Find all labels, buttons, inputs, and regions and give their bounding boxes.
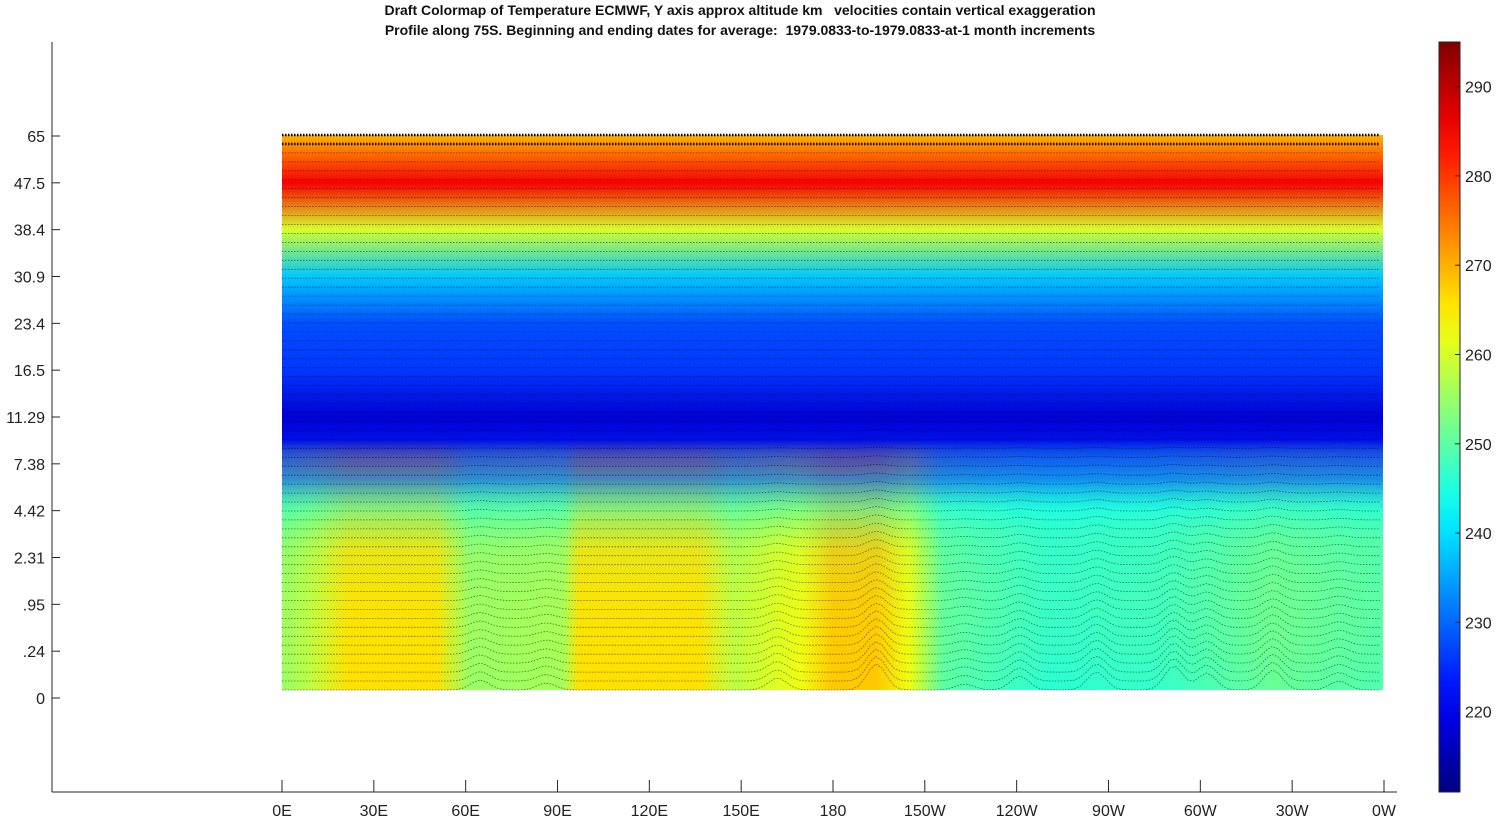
x-tick-label: 180 xyxy=(820,803,847,820)
colorbar-tick-label: 280 xyxy=(1465,169,1492,186)
vector-row xyxy=(282,530,1380,539)
x-tick-label: 120W xyxy=(996,803,1039,820)
x-tick-label: 30E xyxy=(360,803,388,820)
vector-row xyxy=(282,539,1380,548)
vector-row xyxy=(282,547,1380,557)
vector-row xyxy=(282,663,1380,691)
x-tick-label: 60E xyxy=(451,803,479,820)
vector-row xyxy=(282,648,1380,673)
colorbar-tick-label: 230 xyxy=(1465,615,1492,632)
y-tick-label: 30.9 xyxy=(14,270,45,287)
x-tick-label: 120E xyxy=(631,803,668,820)
y-tick-label: 0 xyxy=(36,691,45,708)
colorbar-tick-label: 220 xyxy=(1465,705,1492,722)
vector-row xyxy=(282,579,1380,592)
x-tick-label: 90W xyxy=(1092,803,1126,820)
x-tick-label: 150E xyxy=(722,803,759,820)
x-tick-label: 0E xyxy=(272,803,292,820)
vector-row xyxy=(282,522,1380,530)
vector-row xyxy=(282,480,1380,485)
x-tick-label: 0W xyxy=(1372,803,1397,820)
vector-row xyxy=(282,463,1380,467)
y-tick-label: 7.38 xyxy=(14,457,45,474)
vector-row xyxy=(282,656,1380,682)
x-tick-label: 90E xyxy=(543,803,571,820)
colorbar-tick-label: 240 xyxy=(1465,526,1492,543)
y-tick-label: 47.5 xyxy=(14,176,45,193)
vector-row xyxy=(282,571,1380,584)
vector-row xyxy=(282,497,1380,503)
colorbar-tick-label: 250 xyxy=(1465,437,1492,454)
colorbar-tick-label: 260 xyxy=(1465,348,1492,365)
vector-row xyxy=(282,472,1380,476)
chart-title-line-1: Draft Colormap of Temperature ECMWF, Y a… xyxy=(384,2,1096,18)
chart-title-line-2: Profile along 75S. Beginning and ending … xyxy=(384,22,1096,38)
vector-row xyxy=(282,618,1380,637)
colorbar-scale xyxy=(1438,41,1461,793)
x-axis-ticks: 0E 30E 60E 90E 120E 150E 180 150W 120W 90W 60W 30W 0… xyxy=(272,780,1397,820)
y-tick-label: 38.4 xyxy=(14,223,45,240)
vector-row xyxy=(282,610,1380,628)
x-tick-label: 60W xyxy=(1184,803,1218,820)
y-tick-label: 65 xyxy=(27,129,45,146)
vector-row xyxy=(282,587,1380,601)
vector-row xyxy=(282,446,1380,449)
colorbar-tick-label: 270 xyxy=(1465,258,1492,275)
vector-row xyxy=(282,429,1380,431)
colorbar-tick-label: 290 xyxy=(1465,80,1492,97)
colorbar-ticks: 290 280 270 260 250 240 230 220 xyxy=(1455,80,1492,722)
vector-row xyxy=(282,438,1380,440)
x-tick-label: 30W xyxy=(1276,803,1310,820)
y-tick-label: 16.5 xyxy=(14,363,45,380)
y-axis-ticks: 65 47.5 38.4 30.9 23.4 16.5 11.29 7.38 4.42 2.31.… xyxy=(6,129,60,708)
velocity-vectors xyxy=(282,133,1380,691)
y-tick-label: .24 xyxy=(23,644,45,661)
y-tick-label: 4.42 xyxy=(14,504,45,521)
colorbar xyxy=(1438,41,1461,793)
vector-row xyxy=(282,625,1380,646)
vector-row xyxy=(282,489,1380,494)
y-tick-label: 23.4 xyxy=(14,316,45,333)
vector-row xyxy=(282,633,1380,655)
y-tick-label: 11.29 xyxy=(6,410,45,427)
y-tick-label: .95 xyxy=(23,597,45,614)
vector-row xyxy=(282,563,1380,574)
vector-row xyxy=(282,514,1380,521)
vector-row xyxy=(282,594,1380,610)
y-tick-label: 2.31 xyxy=(14,551,45,568)
vector-row xyxy=(282,555,1380,566)
vector-row xyxy=(282,641,1380,664)
vector-row xyxy=(282,455,1380,458)
vector-row xyxy=(282,602,1380,619)
x-tick-label: 150W xyxy=(904,803,947,820)
vector-row xyxy=(282,506,1380,512)
